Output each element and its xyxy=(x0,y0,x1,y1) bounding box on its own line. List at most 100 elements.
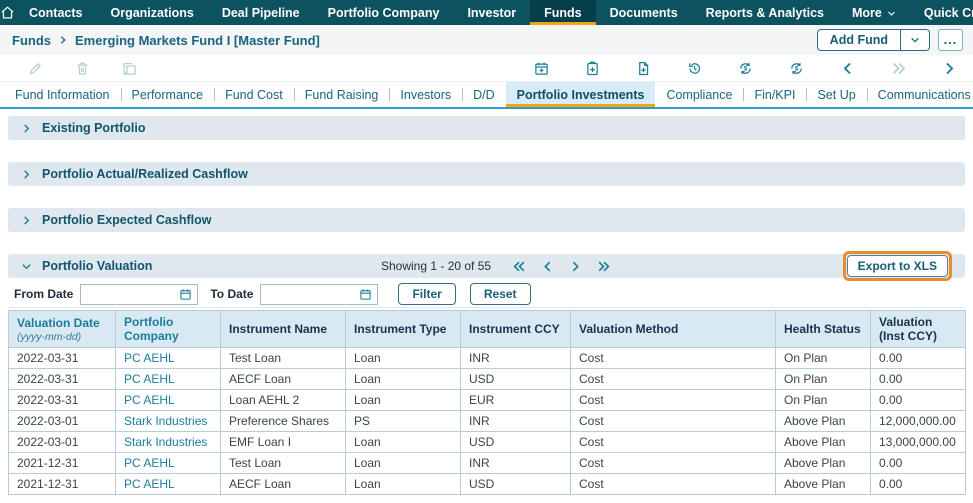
tab-fund-cost[interactable]: Fund Cost xyxy=(214,82,294,107)
nav-item-contacts[interactable]: Contacts xyxy=(15,0,96,25)
nav-item-label: Portfolio Company xyxy=(327,5,440,20)
nav-item-funds[interactable]: Funds xyxy=(530,0,596,25)
table-cell: Above Plan xyxy=(775,452,871,474)
table-cell: 2021-12-31 xyxy=(8,452,116,474)
table-cell: Above Plan xyxy=(775,473,871,495)
table-cell: 2022-03-01 xyxy=(8,431,116,453)
nav-item-deal-pipeline[interactable]: Deal Pipeline xyxy=(208,0,314,25)
add-fund-button[interactable]: Add Fund xyxy=(829,33,888,47)
fund-tab-strip: Fund Information Performance Fund Cost Fund… xyxy=(0,82,973,109)
nav-item-more[interactable]: More xyxy=(838,0,910,25)
table-cell: Cost xyxy=(570,347,776,369)
section-portfolio-expected-cashflow[interactable]: Portfolio Expected Cashflow xyxy=(8,208,965,232)
section-title: Portfolio Actual/Realized Cashflow xyxy=(42,167,248,181)
chevron-right-icon[interactable] xyxy=(942,61,957,76)
tab-compliance[interactable]: Compliance xyxy=(666,87,733,102)
clipboard-add-icon[interactable] xyxy=(585,61,600,76)
currency-refresh-alt-icon[interactable] xyxy=(789,61,804,76)
calendar-icon[interactable] xyxy=(359,288,372,301)
table-cell: Test Loan xyxy=(220,347,346,369)
next-page-icon[interactable] xyxy=(569,260,582,273)
nav-item-quick-create[interactable]: Quick Create xyxy=(910,0,973,25)
section-portfolio-valuation[interactable]: Portfolio Valuation Showing 1 - 20 of 55… xyxy=(8,251,965,281)
portfolio-company-link[interactable]: PC AEHL xyxy=(115,347,221,369)
column-header-instrument-name: Instrument Name xyxy=(220,310,346,348)
portfolio-company-link[interactable]: PC AEHL xyxy=(115,452,221,474)
nav-item-portfolio-company[interactable]: Portfolio Company xyxy=(314,0,454,25)
first-page-icon xyxy=(513,260,526,273)
table-cell: 12,000,000.00 xyxy=(870,410,966,432)
table-cell: Cost xyxy=(570,452,776,474)
home-button[interactable] xyxy=(0,0,15,25)
from-date-input[interactable] xyxy=(80,283,199,305)
portfolio-company-link[interactable]: Stark Industries xyxy=(115,410,221,432)
tab-fund-information[interactable]: Fund Information xyxy=(15,87,110,102)
reset-button[interactable]: Reset xyxy=(469,283,531,305)
portfolio-company-link[interactable]: Stark Industries xyxy=(115,431,221,453)
table-cell: USD xyxy=(460,473,571,495)
table-cell: Above Plan xyxy=(775,431,871,453)
nav-item-organizations[interactable]: Organizations xyxy=(96,0,207,25)
column-header-health-status: Health Status xyxy=(775,310,871,348)
add-fund-dropdown-button[interactable] xyxy=(901,30,929,50)
table-cell: Cost xyxy=(570,389,776,411)
table-cell: 0.00 xyxy=(870,452,966,474)
to-date-input[interactable] xyxy=(260,283,379,305)
tab-d-d[interactable]: D/D xyxy=(462,82,506,107)
nav-item-label: Contacts xyxy=(29,5,83,20)
table-cell: EUR xyxy=(460,389,571,411)
nav-item-label: More xyxy=(852,5,882,20)
portfolio-company-link[interactable]: PC AEHL xyxy=(115,389,221,411)
nav-item-reports-analytics[interactable]: Reports & Analytics xyxy=(692,0,838,25)
breadcrumb-row: Funds Emerging Markets Fund I [Master Fu… xyxy=(0,25,973,55)
chevron-left-icon[interactable] xyxy=(840,61,855,76)
table-cell: Preference Shares xyxy=(220,410,346,432)
section-existing-portfolio[interactable]: Existing Portfolio xyxy=(8,116,965,140)
top-nav-items: Contacts Organizations Deal Pipeline Portfo… xyxy=(15,0,973,25)
toolbar-left-group xyxy=(12,61,137,76)
copy-icon xyxy=(122,61,137,76)
export-to-xls-button[interactable]: Export to XLS xyxy=(846,255,948,277)
record-toolbar xyxy=(0,55,973,82)
table-cell: 2022-03-01 xyxy=(8,410,116,432)
tab-communications[interactable]: Communications xyxy=(866,82,973,107)
portfolio-company-link[interactable]: PC AEHL xyxy=(115,473,221,495)
nav-item-investor[interactable]: Investor xyxy=(453,0,530,25)
table-cell: 0.00 xyxy=(870,347,966,369)
tab-investors[interactable]: Investors xyxy=(389,82,462,107)
table-cell: 2022-03-31 xyxy=(8,389,116,411)
tab-fin-kpi[interactable]: Fin/KPI xyxy=(743,82,806,107)
section-portfolio-actual-realized-cashflow[interactable]: Portfolio Actual/Realized Cashflow xyxy=(8,162,965,186)
portfolio-company-link[interactable]: PC AEHL xyxy=(115,368,221,390)
more-actions-button[interactable]: ... xyxy=(938,29,963,51)
tab-performance[interactable]: Performance xyxy=(120,82,215,107)
calendar-icon[interactable] xyxy=(179,288,192,301)
table-cell: AECF Loan xyxy=(220,368,346,390)
tab-fund-raising[interactable]: Fund Raising xyxy=(293,82,390,107)
breadcrumb-root[interactable]: Funds xyxy=(12,32,51,48)
delete-icon xyxy=(75,61,90,76)
table-cell: EMF Loan I xyxy=(220,431,346,453)
nav-item-documents[interactable]: Documents xyxy=(596,0,692,25)
table-cell: Loan xyxy=(345,368,461,390)
file-add-icon[interactable] xyxy=(636,61,651,76)
table-cell: Loan xyxy=(345,347,461,369)
column-header-valuation-inst-ccy: Valuation (Inst CCY) xyxy=(870,310,966,348)
highlight-annotation: Export to XLS xyxy=(842,251,952,281)
table-cell: On Plan xyxy=(775,368,871,390)
currency-refresh-icon[interactable] xyxy=(738,61,753,76)
tab-set-up[interactable]: Set Up xyxy=(806,82,866,107)
page-title: Emerging Markets Fund I [Master Fund] xyxy=(75,32,320,48)
tab-portfolio-investments[interactable]: Portfolio Investments xyxy=(505,82,656,107)
table-cell: 2022-03-31 xyxy=(8,347,116,369)
last-page-icon[interactable] xyxy=(597,260,610,273)
column-header-portfolio-company[interactable]: Portfolio Company xyxy=(115,310,221,348)
calendar-add-icon[interactable] xyxy=(534,61,549,76)
filter-button[interactable]: Filter xyxy=(398,283,456,305)
table-cell: On Plan xyxy=(775,347,871,369)
table-cell: USD xyxy=(460,431,571,453)
chevron-down-icon xyxy=(887,10,895,16)
column-header-valuation-date[interactable]: Valuation Date (yyyy-mm-dd) xyxy=(8,310,116,348)
table-row: 2022-03-31 PC AEHL Loan AEHL 2 Loan EUR Cost O… xyxy=(8,389,966,411)
history-icon[interactable] xyxy=(687,61,702,76)
